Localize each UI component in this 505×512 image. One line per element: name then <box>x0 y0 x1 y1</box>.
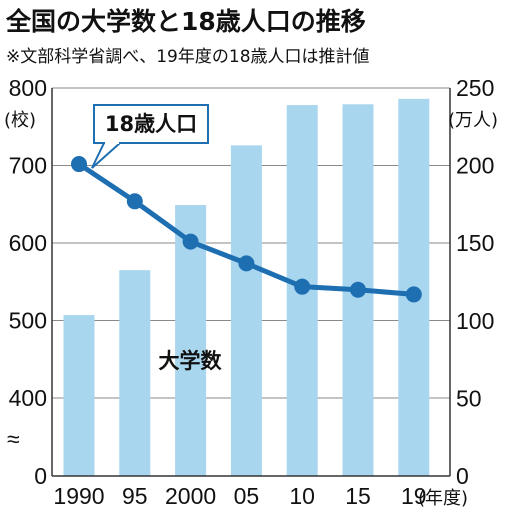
right-tick-label: 0 <box>456 463 469 489</box>
left-tick-label: 400 <box>9 385 47 411</box>
left-tick-label: 800 <box>9 75 47 101</box>
x-tick-label: 19 <box>401 483 427 509</box>
population-point-05 <box>238 255 255 272</box>
labels: 8007006005004000(校)250200150100500(万人)19… <box>4 75 498 509</box>
population-callout-gap <box>105 140 119 144</box>
university-series-label: 大学数 <box>159 349 223 373</box>
x-tick-label: 95 <box>122 483 148 509</box>
axis-break-icon: ≈ <box>7 426 20 452</box>
left-tick-label: 0 <box>34 463 47 489</box>
population-callout-pointer <box>91 142 123 169</box>
population-callout-box <box>93 104 209 144</box>
bar-95 <box>119 270 151 476</box>
x-tick-label: 10 <box>289 483 315 509</box>
x-tick-label: 1990 <box>53 483 104 509</box>
chart-note: ※文部科学省調べ、19年度の18歳人口は推計値 <box>6 47 370 67</box>
right-tick-label: 100 <box>456 308 494 334</box>
x-tick-label: 05 <box>234 483 260 509</box>
population-point-15 <box>350 281 366 298</box>
bar-1990 <box>63 315 95 476</box>
right-tick-label: 50 <box>456 385 482 411</box>
bar-2000 <box>175 205 207 476</box>
chart-title: 全国の大学数と18歳人口の推移 <box>6 7 366 36</box>
population-point-95 <box>126 193 143 210</box>
x-tick-label: 15 <box>345 483 371 509</box>
population-point-10 <box>294 278 311 295</box>
population-point-2000 <box>182 233 199 250</box>
population-line <box>71 156 422 303</box>
right-tick-label: 150 <box>456 230 494 256</box>
x-tick-label: 2000 <box>165 483 216 509</box>
left-axis-unit: (校) <box>4 110 36 131</box>
left-tick-label: 700 <box>9 153 47 179</box>
bars <box>63 98 430 477</box>
right-tick-label: 250 <box>456 75 494 101</box>
left-tick-label: 500 <box>9 308 47 334</box>
left-tick-label: 600 <box>9 230 47 256</box>
right-tick-label: 200 <box>456 153 494 179</box>
population-point-19 <box>405 286 422 303</box>
axes: ≈ <box>7 88 451 477</box>
right-axis-unit: (万人) <box>448 110 498 131</box>
bar-05 <box>230 145 262 476</box>
x-axis-suffix: (年度) <box>418 488 468 509</box>
population-point-1990 <box>71 156 87 173</box>
population-series-label: 18歳人口 <box>105 112 197 136</box>
